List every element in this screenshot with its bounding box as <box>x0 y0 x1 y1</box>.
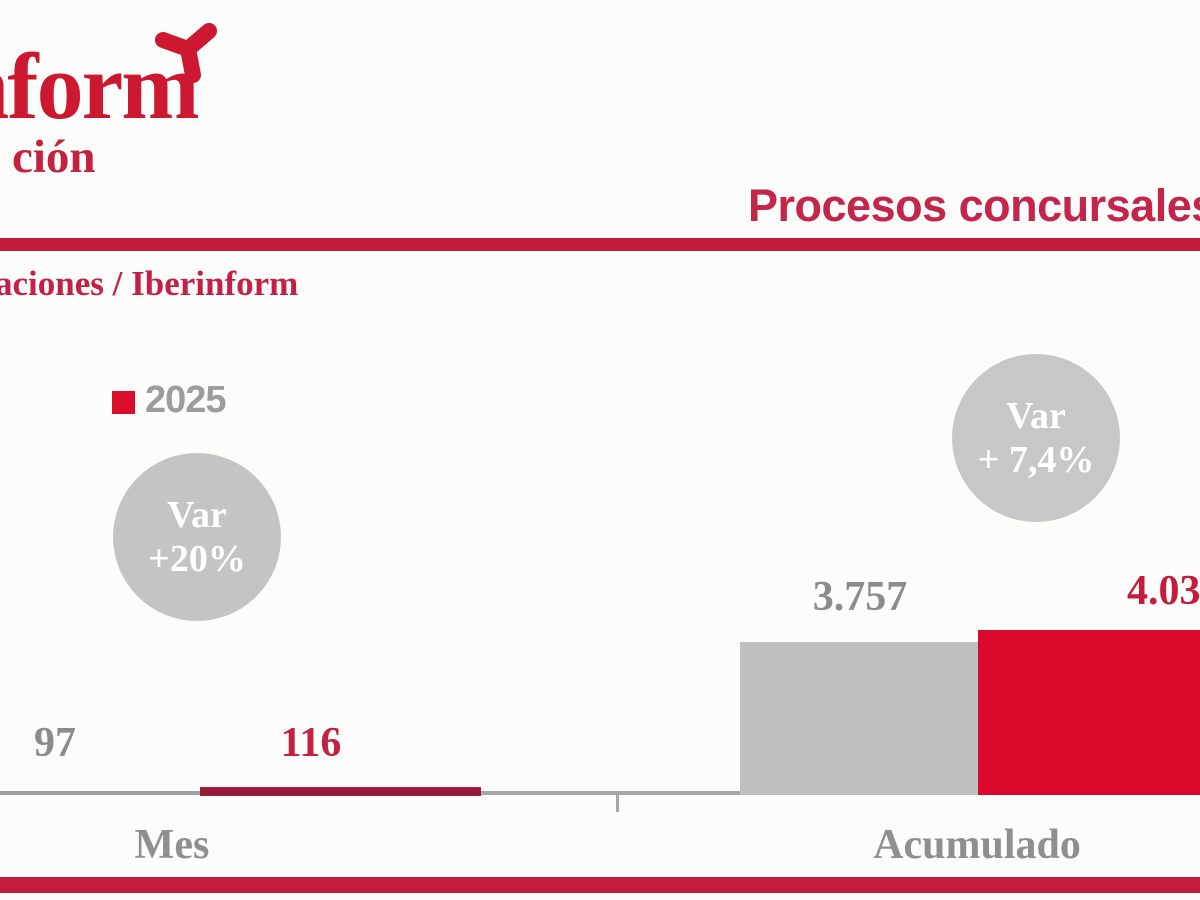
iberinform-star-icon <box>152 12 224 91</box>
iberinform-logo-text: nform <box>0 35 200 139</box>
iberinform-logo-subtext: ción <box>12 131 96 183</box>
legend-swatch-2025 <box>112 391 135 414</box>
bar-acumulado-2025 <box>978 630 1200 795</box>
var-badge-mes-line1: Var <box>167 494 227 536</box>
x-axis-baseline <box>0 791 1200 795</box>
var-badge-acumulado-line2: + 7,4% <box>977 439 1095 481</box>
x-axis-tick <box>616 795 619 812</box>
var-badge-acumulado-line1: Var <box>1006 395 1066 437</box>
value-label-mes-previous: 97 <box>34 720 76 766</box>
legend-label-2025: 2025 <box>145 379 227 421</box>
var-badge-acumulado: Var + 7,4% <box>952 354 1120 522</box>
category-label-acumulado: Acumulado <box>873 822 1081 868</box>
bottom-rule <box>0 877 1200 893</box>
var-badge-mes: Var +20% <box>113 453 281 621</box>
title-rule <box>0 238 1200 251</box>
bar-mes-2025 <box>200 787 481 796</box>
bar-mes-previous <box>0 791 200 795</box>
var-badge-mes-line2: +20% <box>148 538 246 580</box>
value-label-acumulado-2025: 4.034 <box>1127 568 1200 614</box>
value-label-acumulado-previous: 3.757 <box>812 574 908 620</box>
page-title: Procesos concursales <box>748 180 1200 231</box>
source-line: aciones / Iberinform <box>0 264 299 303</box>
value-label-mes-2025: 116 <box>280 720 342 766</box>
category-label-mes: Mes <box>134 822 210 868</box>
bar-acumulado-previous <box>740 642 978 795</box>
